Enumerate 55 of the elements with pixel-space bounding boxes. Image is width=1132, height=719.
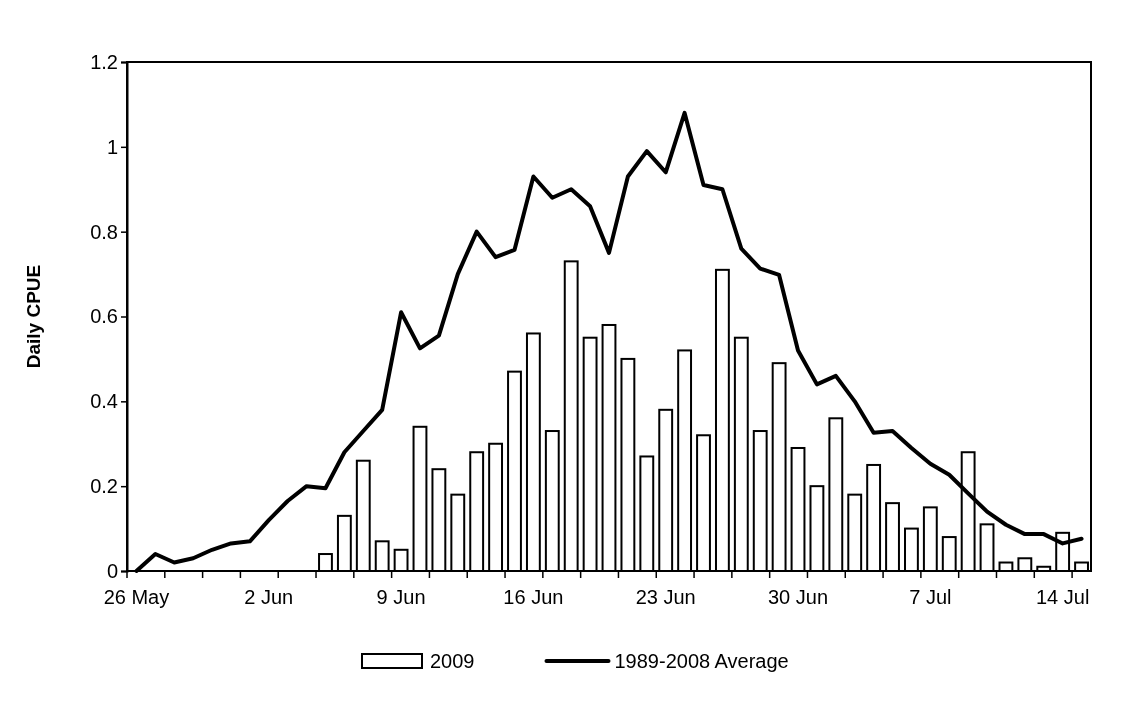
legend-label: 1989-2008 Average: [614, 650, 789, 672]
y-tick-label: 1: [106, 135, 118, 158]
bar: [582, 336, 598, 572]
bar: [733, 336, 749, 572]
bar: [469, 451, 485, 572]
bar: [563, 260, 579, 572]
bar: [374, 540, 390, 572]
bar: [355, 459, 371, 572]
x-tick-label: 2 Jun: [244, 586, 294, 608]
x-tick-label: 26 May: [103, 586, 170, 608]
x-tick-label: 16 Jun: [503, 586, 564, 608]
y-tick-label: 0: [106, 559, 118, 582]
x-tick-label: 23 Jun: [635, 586, 696, 608]
bar: [544, 430, 560, 572]
y-tick-label: 0.6: [90, 305, 118, 328]
bar: [620, 357, 636, 572]
bar: [696, 434, 711, 572]
bar: [885, 502, 900, 572]
line-series: [134, 110, 1084, 573]
bar: [904, 527, 919, 572]
x-tick-label: 14 Jul: [1035, 586, 1090, 608]
bar: [658, 408, 674, 572]
bar: [771, 362, 787, 572]
bar: [979, 523, 995, 572]
bar: [790, 446, 806, 572]
bar: [318, 553, 333, 572]
bar: [922, 506, 938, 572]
bar: [450, 493, 466, 572]
bar: [809, 485, 825, 572]
y-tick-label: 1.2: [90, 50, 118, 73]
y-tick-label: 0.2: [90, 475, 118, 498]
bar: [639, 455, 655, 572]
bar: [714, 268, 730, 572]
bar: [941, 536, 957, 572]
bar: [828, 417, 844, 572]
x-tick-label: 30 Jun: [767, 586, 829, 608]
bar: [866, 463, 882, 572]
legend-label: 2009: [430, 650, 475, 672]
bar: [677, 349, 693, 572]
x-tick-label: 7 Jul: [909, 586, 952, 608]
bar: [525, 332, 541, 572]
x-tick-label: 9 Jun: [376, 586, 426, 608]
bar: [488, 442, 504, 572]
y-axis-title: Daily CPUE: [23, 264, 44, 369]
bar: [412, 425, 428, 572]
bar: [431, 468, 447, 572]
y-tick-label: 0.8: [90, 220, 118, 243]
bar: [601, 323, 617, 572]
bar: [393, 548, 409, 572]
bar: [847, 493, 863, 572]
bar: [336, 514, 352, 572]
y-tick-label: 0.4: [90, 390, 118, 413]
bar: [752, 430, 768, 572]
bar: [1017, 557, 1033, 572]
bar: [507, 370, 522, 572]
